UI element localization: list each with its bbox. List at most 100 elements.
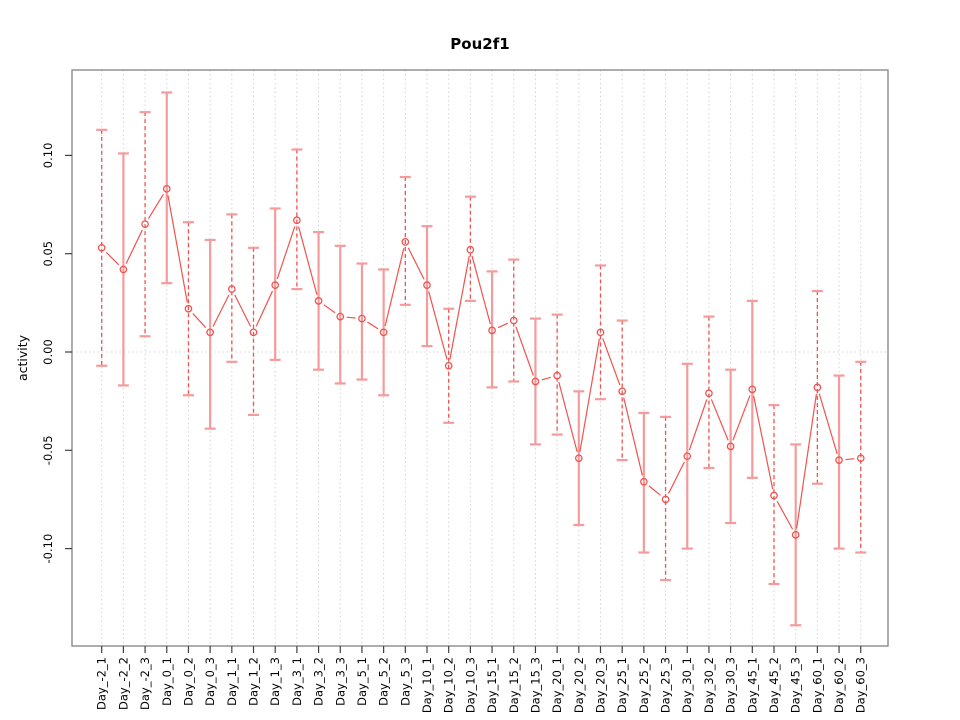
plot-box bbox=[71, 69, 889, 647]
x-tick-label: Day_0_1 bbox=[160, 657, 174, 706]
x-tick-label: Day_-2_2 bbox=[116, 657, 130, 710]
data-point bbox=[271, 281, 280, 290]
series-segment bbox=[234, 294, 252, 327]
series-segment bbox=[753, 395, 774, 490]
series-line-layer bbox=[105, 194, 855, 530]
series-segment bbox=[818, 393, 838, 455]
x-tick-label: Day_3_3 bbox=[333, 657, 347, 706]
series-segment bbox=[541, 376, 552, 381]
data-points-layer bbox=[97, 184, 865, 539]
x-tick-label: Day_0_3 bbox=[203, 657, 217, 706]
chart-title: Pou2f1 bbox=[450, 35, 509, 53]
series-segment bbox=[602, 338, 621, 386]
series-segment bbox=[623, 397, 643, 476]
series-segment bbox=[367, 321, 379, 330]
y-tick-label: 0.00 bbox=[41, 339, 55, 365]
x-tick-label: Day_1_1 bbox=[225, 657, 239, 706]
data-point bbox=[141, 220, 149, 229]
series-segment bbox=[710, 399, 729, 441]
series-segment bbox=[428, 291, 448, 360]
series-segment bbox=[297, 226, 318, 295]
series-segment bbox=[192, 313, 207, 328]
data-point bbox=[184, 304, 193, 313]
series-segment bbox=[845, 458, 855, 461]
data-point bbox=[813, 383, 822, 392]
data-point bbox=[596, 328, 605, 337]
data-point bbox=[748, 385, 757, 394]
grid-layer bbox=[72, 70, 888, 646]
series-segment bbox=[796, 393, 818, 529]
data-point bbox=[97, 243, 106, 252]
x-tick-label: Day_15_3 bbox=[528, 657, 542, 713]
x-tick-label: Day_3_2 bbox=[312, 657, 326, 706]
x-tick-label: Day_30_2 bbox=[702, 657, 716, 713]
data-point bbox=[466, 245, 475, 254]
series-segment bbox=[648, 485, 661, 496]
data-point bbox=[726, 442, 735, 451]
data-point bbox=[618, 387, 627, 396]
data-point bbox=[227, 285, 236, 293]
x-tick-label: Day_3_1 bbox=[290, 657, 304, 706]
data-point bbox=[856, 454, 865, 463]
x-tick-label: Day_20_3 bbox=[594, 657, 608, 713]
data-point bbox=[162, 184, 171, 193]
data-point bbox=[574, 454, 583, 463]
data-point bbox=[770, 491, 778, 500]
x-tick-label: Day_1_2 bbox=[247, 657, 261, 706]
y-axis-label: activity bbox=[15, 334, 30, 381]
x-tick-label: Day_60_3 bbox=[854, 657, 868, 713]
data-point bbox=[314, 297, 323, 305]
series-segment bbox=[558, 381, 578, 453]
data-point bbox=[531, 377, 540, 386]
x-tick-label: Day_45_2 bbox=[767, 657, 781, 713]
data-point bbox=[379, 328, 388, 337]
x-tick-label: Day_30_3 bbox=[724, 657, 738, 713]
x-tick-label: Day_1_3 bbox=[268, 657, 282, 706]
data-point bbox=[488, 326, 496, 335]
series-segment bbox=[323, 304, 336, 314]
x-tick-label: Day_-2_3 bbox=[138, 657, 152, 710]
data-point bbox=[683, 452, 692, 461]
axes-layer: 0.10 0.05 0.00 -0.05 -0.10 Day_-2_1 Day_-2_2 Da… bbox=[41, 69, 889, 713]
series-segment bbox=[147, 194, 164, 219]
data-point bbox=[249, 328, 258, 337]
x-tick-label: Day_25_2 bbox=[637, 657, 651, 713]
series-segment bbox=[384, 248, 405, 327]
series-segment bbox=[667, 461, 685, 494]
series-segment bbox=[407, 247, 425, 280]
series-segment bbox=[515, 326, 534, 376]
series-segment bbox=[776, 500, 794, 530]
x-tick-label: Day_15_1 bbox=[485, 657, 499, 713]
series-segment bbox=[255, 290, 274, 327]
series-segment bbox=[125, 229, 143, 264]
data-point bbox=[791, 530, 800, 539]
data-point bbox=[835, 456, 843, 464]
series-segment bbox=[471, 255, 491, 325]
y-tick-label: -0.05 bbox=[41, 435, 55, 465]
y-tick-label: 0.05 bbox=[41, 241, 55, 267]
data-point bbox=[553, 371, 561, 380]
x-tick-label: Day_25_3 bbox=[659, 657, 673, 713]
data-point bbox=[358, 314, 366, 323]
data-point bbox=[705, 389, 713, 398]
y-tick-label: 0.10 bbox=[41, 143, 55, 169]
data-point bbox=[401, 238, 410, 246]
data-point bbox=[640, 477, 648, 486]
series-segment bbox=[276, 226, 296, 280]
data-point bbox=[293, 216, 301, 225]
series-segment bbox=[449, 256, 470, 360]
x-tick-label: Day_5_2 bbox=[377, 657, 391, 706]
x-tick-label: Day_45_3 bbox=[789, 657, 803, 713]
x-tick-label: Day_25_1 bbox=[615, 657, 629, 713]
series-segment bbox=[497, 322, 509, 329]
x-tick-label: Day_30_1 bbox=[680, 657, 694, 713]
series-segment bbox=[105, 251, 120, 266]
x-tick-label: Day_-2_1 bbox=[95, 657, 109, 710]
data-point bbox=[509, 316, 518, 325]
errorbars-layer bbox=[96, 91, 867, 627]
x-tick-label: Day_60_1 bbox=[810, 657, 824, 713]
series-segment bbox=[579, 338, 600, 452]
series-segment bbox=[732, 395, 751, 441]
x-tick-label: Day_5_3 bbox=[398, 657, 412, 706]
